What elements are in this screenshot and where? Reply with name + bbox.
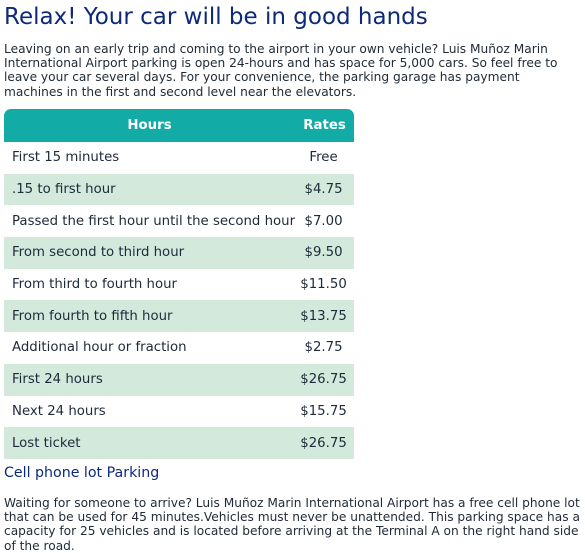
parking-rates-table: Hours Rates First 15 minutes Free .15 to… — [4, 109, 354, 459]
table-row: Passed the first hour until the second h… — [4, 205, 354, 238]
row-rate: $26.75 — [295, 363, 354, 396]
row-rate: $9.50 — [295, 237, 354, 269]
page-title: Relax! Your car will be in good hands — [4, 4, 428, 30]
header-rates: Rates — [295, 109, 354, 142]
table-header-row: Hours Rates — [4, 109, 354, 142]
row-period: First 15 minutes — [4, 142, 296, 174]
table-row: First 15 minutes Free — [4, 142, 354, 174]
row-period: First 24 hours — [4, 363, 296, 396]
row-rate: $15.75 — [295, 395, 354, 428]
header-hours: Hours — [4, 109, 296, 142]
intro-paragraph: Leaving on an early trip and coming to t… — [4, 42, 558, 99]
row-rate: $26.75 — [295, 427, 354, 459]
row-period: Additional hour or fraction — [4, 332, 296, 364]
row-period: Passed the first hour until the second h… — [4, 205, 296, 238]
row-period: From fourth to fifth hour — [4, 300, 296, 333]
table-row: From fourth to fifth hour $13.75 — [4, 300, 354, 333]
row-period: From third to fourth hour — [4, 268, 296, 301]
table-row: .15 to first hour $4.75 — [4, 173, 354, 206]
cell-phone-lot-heading: Cell phone lot Parking — [4, 465, 160, 481]
table-row: Additional hour or fraction $2.75 — [4, 332, 354, 364]
row-rate: Free — [295, 142, 354, 174]
row-rate: $4.75 — [295, 173, 354, 206]
row-period: Lost ticket — [4, 427, 296, 459]
cell-phone-lot-paragraph: Waiting for someone to arrive? Luis Muño… — [4, 496, 580, 553]
table-row: Lost ticket $26.75 — [4, 427, 354, 459]
table-row: From third to fourth hour $11.50 — [4, 268, 354, 301]
table-body: First 15 minutes Free .15 to first hour … — [4, 142, 354, 459]
table-header: Hours Rates — [4, 109, 354, 142]
row-period: Next 24 hours — [4, 395, 296, 428]
row-rate: $11.50 — [295, 268, 354, 301]
table-row: First 24 hours $26.75 — [4, 363, 354, 396]
row-period: From second to third hour — [4, 237, 296, 269]
row-rate: $13.75 — [295, 300, 354, 333]
table-row: From second to third hour $9.50 — [4, 237, 354, 269]
row-period: .15 to first hour — [4, 173, 296, 206]
row-rate: $2.75 — [295, 332, 354, 364]
table-row: Next 24 hours $15.75 — [4, 395, 354, 428]
row-rate: $7.00 — [295, 205, 354, 238]
